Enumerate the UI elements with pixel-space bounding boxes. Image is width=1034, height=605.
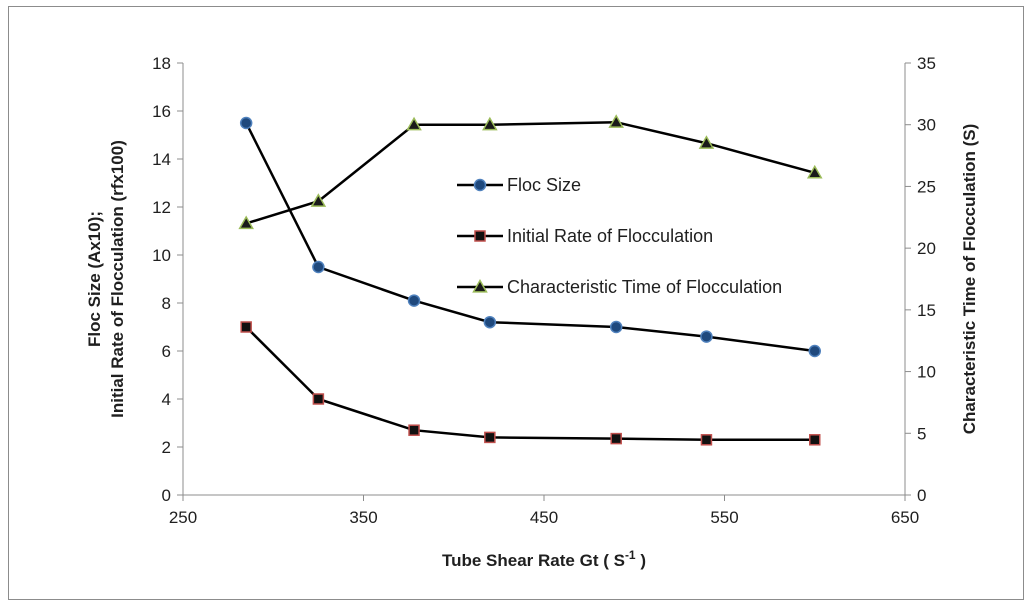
legend-item: Initial Rate of Flocculation xyxy=(457,226,713,246)
y-left-tick-label: 6 xyxy=(162,342,171,361)
series-layer xyxy=(238,114,823,446)
y-left-tick-label: 18 xyxy=(152,54,171,73)
chart: 250 350 450 550 650 0 2 4 6 8 10 12 14 16 18 0 5 10 15 20 25… xyxy=(85,54,979,570)
x-tick-label: 650 xyxy=(891,508,919,527)
y-left-tick-label: 8 xyxy=(162,294,171,313)
data-point xyxy=(609,320,623,334)
y-right-tick-label: 0 xyxy=(917,486,926,505)
data-point xyxy=(408,424,420,436)
x-axis-title: Tube Shear Rate Gt ( S-1 ) xyxy=(442,548,646,570)
y-left-tick-label: 12 xyxy=(152,198,171,217)
legend: Floc Size Initial Rate of Flocculation Cha… xyxy=(457,175,782,297)
data-point xyxy=(608,114,624,128)
data-point xyxy=(407,294,421,307)
y-left-tick-label: 16 xyxy=(152,102,171,121)
tick-labels: 250 350 450 550 650 0 2 4 6 8 10 12 14 16 18 0 5 10 15 20 25… xyxy=(152,54,936,527)
data-point xyxy=(698,135,715,149)
data-point xyxy=(239,116,253,130)
y-axis-left-title-line1: Floc Size (Ax10); xyxy=(85,211,104,347)
series-square xyxy=(240,321,821,446)
axes xyxy=(177,62,911,501)
x-tick-label: 250 xyxy=(169,508,197,527)
y-left-tick-label: 10 xyxy=(152,246,171,265)
series-line xyxy=(245,120,816,225)
data-point xyxy=(238,215,254,230)
data-point xyxy=(806,164,823,179)
legend-marker xyxy=(472,278,488,293)
legend-label: Initial Rate of Flocculation xyxy=(507,226,713,246)
legend-marker xyxy=(474,230,486,242)
y-right-tick-label: 35 xyxy=(917,54,936,73)
series-triangle xyxy=(238,114,823,230)
data-point xyxy=(312,260,325,274)
y-axis-right-title: Characteristic Time of Flocculation (S) xyxy=(960,124,979,434)
legend-label: Floc Size xyxy=(507,175,581,195)
data-point xyxy=(700,330,713,343)
legend-marker xyxy=(473,178,487,192)
data-point xyxy=(240,321,252,333)
y-left-tick-label: 2 xyxy=(162,438,171,457)
x-tick-label: 350 xyxy=(349,508,377,527)
data-point xyxy=(484,431,496,444)
y-axis-left-title-line2: Initial Rate of Flocculation (rfx100) xyxy=(108,140,127,418)
x-tick-label: 450 xyxy=(530,508,558,527)
y-right-tick-label: 10 xyxy=(917,363,936,382)
y-right-tick-label: 30 xyxy=(917,116,936,135)
legend-item: Floc Size xyxy=(457,175,581,195)
y-right-tick-label: 20 xyxy=(917,239,936,258)
y-right-tick-label: 5 xyxy=(917,424,926,443)
data-point xyxy=(483,315,497,329)
y-right-tick-label: 25 xyxy=(917,177,936,196)
data-point xyxy=(312,393,325,405)
series-line xyxy=(245,326,815,442)
y-left-tick-label: 4 xyxy=(162,390,171,409)
series-circle xyxy=(239,116,821,358)
data-point xyxy=(406,116,422,131)
x-tick-label: 550 xyxy=(710,508,738,527)
y-left-tick-label: 0 xyxy=(162,486,171,505)
chart-frame: 250 350 450 550 650 0 2 4 6 8 10 12 14 16 18 0 5 10 15 20 25… xyxy=(8,6,1024,600)
data-point xyxy=(808,344,821,358)
y-right-tick-label: 15 xyxy=(917,301,936,320)
data-point xyxy=(610,432,622,445)
data-point xyxy=(700,434,713,446)
y-left-tick-label: 14 xyxy=(152,150,171,169)
legend-label: Characteristic Time of Flocculation xyxy=(507,277,782,297)
data-point xyxy=(310,193,327,207)
data-point xyxy=(809,434,821,446)
legend-item: Characteristic Time of Flocculation xyxy=(457,277,782,297)
data-point xyxy=(482,116,498,131)
